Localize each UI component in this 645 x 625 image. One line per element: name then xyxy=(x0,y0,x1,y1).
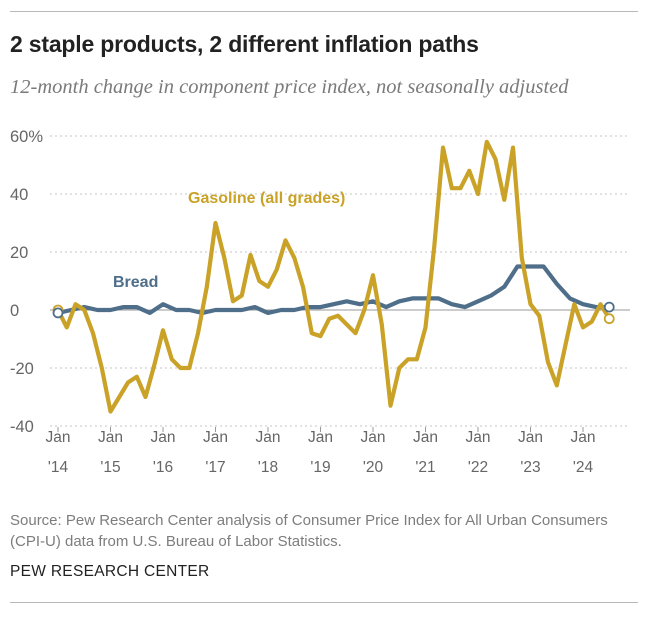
y-tick-label: 60% xyxy=(10,128,43,146)
bottom-rule xyxy=(10,602,638,603)
source-note: Source: Pew Research Center analysis of … xyxy=(10,512,608,550)
x-tick-label-month: Jan xyxy=(413,429,438,446)
y-tick-label: 20 xyxy=(10,244,28,262)
x-tick-label-month: Jan xyxy=(571,429,596,446)
x-tick-label-year: '16 xyxy=(153,459,173,476)
x-tick-label-year: '20 xyxy=(363,459,384,476)
x-tick-label-month: Jan xyxy=(256,429,281,446)
x-tick-label-month: Jan xyxy=(98,429,123,446)
bread-line xyxy=(55,264,612,315)
gasoline-end-marker xyxy=(603,313,615,325)
x-tick-label-year: '22 xyxy=(468,459,488,476)
chart-title: 2 staple products, 2 different inflation… xyxy=(10,31,479,57)
y-tick-label: -40 xyxy=(10,418,34,436)
series-label-gasoline: Gasoline (all grades) xyxy=(188,190,345,207)
line-chart: 60% 40 20 0 -20 -40 Jan '14 Jan '15 Jan '16 Jan '17 Ja… xyxy=(10,128,630,476)
x-tick-label-year: '17 xyxy=(205,459,225,476)
bread-end-marker xyxy=(603,301,615,313)
x-tick-label-year: '23 xyxy=(520,459,540,476)
bread-start-marker xyxy=(52,307,64,319)
x-tick-label-month: Jan xyxy=(151,429,176,446)
x-tick-label-month: Jan xyxy=(203,429,228,446)
x-tick-label-month: Jan xyxy=(308,429,333,446)
x-tick-label-year: '21 xyxy=(415,459,435,476)
x-tick-label-year: '19 xyxy=(310,459,330,476)
y-tick-label: -20 xyxy=(10,360,34,378)
gasoline-line xyxy=(55,139,612,414)
top-rule xyxy=(10,11,638,12)
x-tick-label-year: '18 xyxy=(258,459,278,476)
x-tick-label-year: '24 xyxy=(573,459,594,476)
x-tick-label-month: Jan xyxy=(361,429,386,446)
chart-subtitle: 12-month change in component price index… xyxy=(10,76,569,98)
x-tick-label-month: Jan xyxy=(466,429,491,446)
x-tick-label-year: '15 xyxy=(100,459,120,476)
y-tick-label: 40 xyxy=(10,186,28,204)
x-tick-label-year: '14 xyxy=(48,459,69,476)
x-tick-label-month: Jan xyxy=(46,429,71,446)
series-label-bread: Bread xyxy=(113,274,158,291)
organization-name: PEW RESEARCH CENTER xyxy=(10,563,210,580)
y-tick-label: 0 xyxy=(10,302,19,320)
x-tick-label-month: Jan xyxy=(518,429,543,446)
